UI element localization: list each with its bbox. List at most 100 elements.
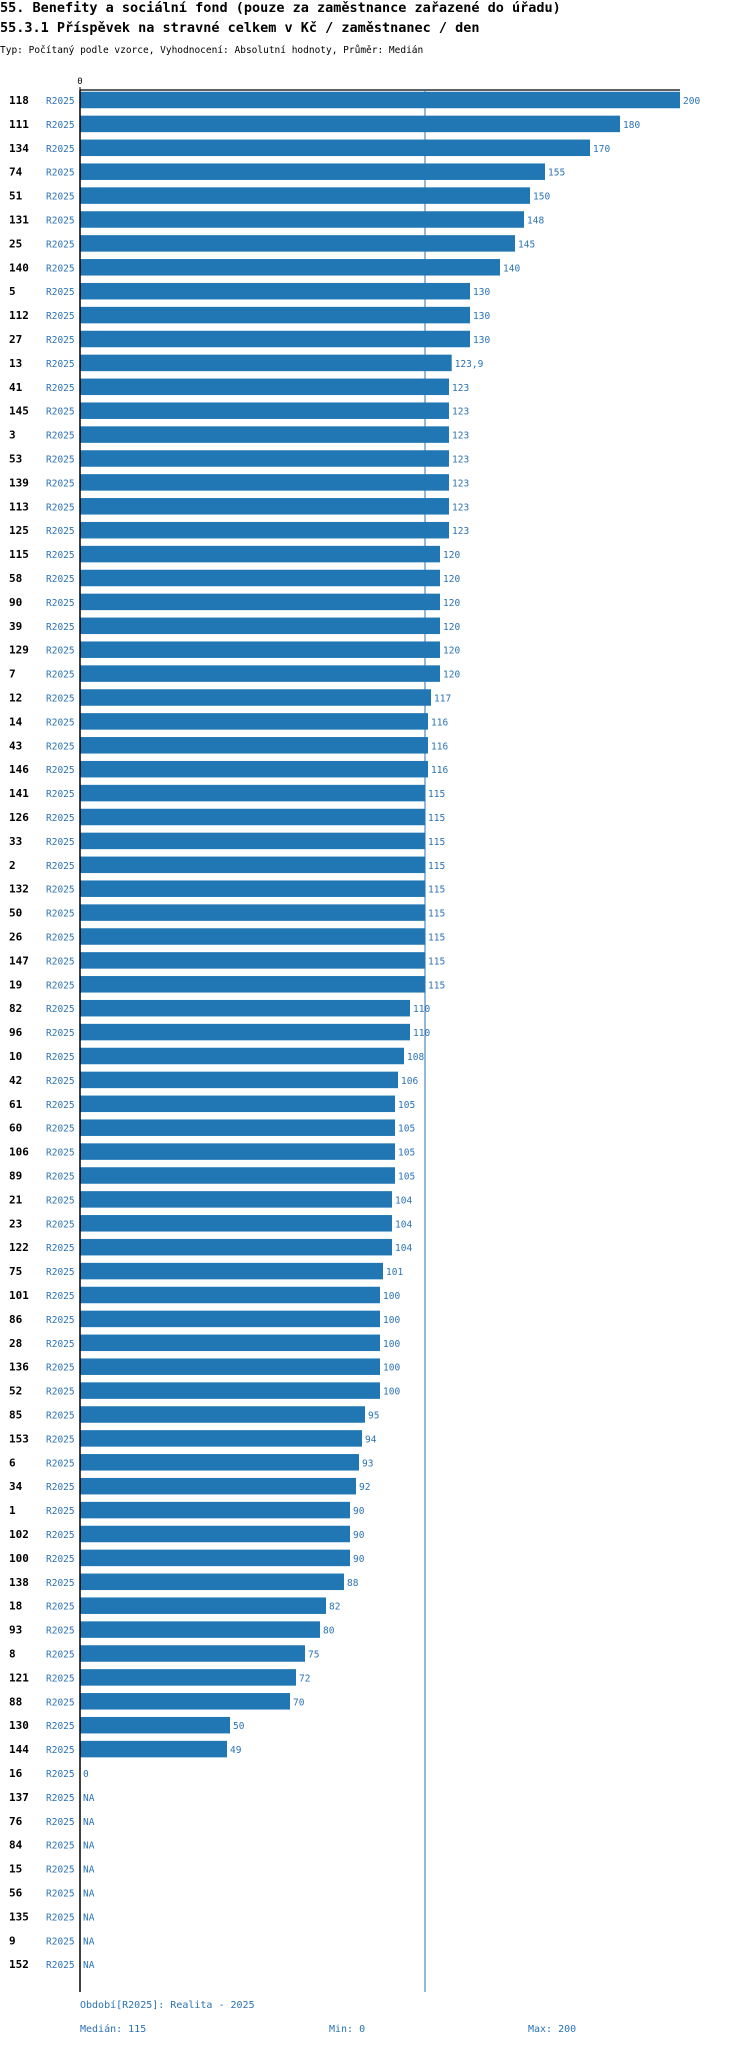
row-id-label: 34: [9, 1480, 23, 1493]
bar-value-label: 115: [428, 980, 445, 991]
bar-value-label: 82: [329, 1602, 340, 1613]
period-label: R2025: [46, 1172, 75, 1183]
row-id-label: 86: [9, 1313, 23, 1326]
row-id-label: 13: [9, 357, 22, 370]
period-label: R2025: [46, 1315, 75, 1326]
bar: [80, 856, 425, 874]
bar-value-label: 123: [452, 478, 469, 489]
bar-value-label: 100: [383, 1363, 400, 1374]
bar: [80, 1334, 380, 1352]
bar-value-label: 110: [413, 1028, 430, 1039]
bar: [80, 760, 428, 778]
row-id-label: 9: [9, 1934, 16, 1947]
period-label: R2025: [46, 359, 75, 370]
bar-value-label: 94: [365, 1434, 377, 1445]
row-id-label: 15: [9, 1863, 22, 1876]
period-label: R2025: [46, 980, 75, 991]
bar-value-label: 115: [428, 861, 445, 872]
period-label: R2025: [46, 1458, 75, 1469]
bar: [80, 402, 449, 419]
period-label: R2025: [46, 478, 75, 489]
row-id-label: 51: [9, 190, 23, 203]
bar: [80, 569, 440, 587]
row-id-label: 129: [9, 644, 29, 657]
row-id-label: 12: [9, 692, 22, 705]
bar-value-label: 88: [347, 1578, 359, 1589]
period-label: R2025: [46, 1100, 75, 1111]
period-label: R2025: [46, 1482, 75, 1493]
bar-value-label: 148: [527, 216, 544, 227]
bar-value-label: NA: [83, 1841, 95, 1852]
row-id-label: 6: [9, 1456, 16, 1469]
bar: [80, 593, 440, 611]
period-label: R2025: [46, 120, 75, 131]
period-label: R2025: [46, 861, 75, 872]
period-label: R2025: [46, 646, 75, 657]
bar-value-label: NA: [83, 1889, 95, 1900]
bar: [80, 665, 440, 682]
bar: [80, 187, 530, 204]
bar-value-label: NA: [83, 1936, 95, 1947]
period-label: R2025: [46, 1195, 75, 1206]
bar-value-label: 115: [428, 837, 445, 848]
row-id-label: 145: [9, 405, 29, 418]
period-label: R2025: [46, 1291, 75, 1302]
row-id-label: 125: [9, 524, 29, 537]
bar: [80, 306, 470, 324]
row-id-label: 19: [9, 978, 22, 991]
bar-value-label: 108: [407, 1052, 424, 1063]
row-id-label: 14: [9, 715, 23, 728]
period-label: R2025: [46, 765, 75, 776]
row-id-label: 90: [9, 596, 22, 609]
bar: [80, 999, 410, 1017]
bar-value-label: 116: [431, 741, 448, 752]
bar-value-label: NA: [83, 1865, 95, 1876]
bar-value-label: 123: [452, 407, 469, 418]
period-label: R2025: [46, 694, 75, 705]
bar-value-label: 104: [395, 1219, 412, 1230]
row-id-label: 113: [9, 500, 29, 513]
row-id-label: 93: [9, 1624, 22, 1637]
bar-value-label: 123: [452, 502, 469, 513]
bar: [80, 1238, 392, 1256]
bar-value-label: 95: [368, 1411, 379, 1422]
row-id-label: 100: [9, 1552, 29, 1565]
bar-value-label: 49: [230, 1745, 242, 1756]
bar: [80, 1740, 227, 1758]
row-id-label: 84: [9, 1839, 23, 1852]
row-id-label: 28: [9, 1337, 22, 1350]
row-id-label: 41: [9, 381, 23, 394]
period-label: R2025: [46, 933, 75, 944]
bar: [80, 354, 452, 372]
bar-value-label: NA: [83, 1960, 95, 1971]
period-label: R2025: [46, 1721, 75, 1732]
row-id-label: 140: [9, 261, 29, 274]
footer-period: Období[R2025]: Realita - 2025: [80, 2000, 255, 2011]
period-label: R2025: [46, 287, 75, 298]
bar: [80, 163, 545, 180]
period-label: R2025: [46, 1865, 75, 1876]
bar: [80, 1310, 380, 1328]
bar: [80, 1669, 296, 1686]
bar: [80, 1191, 392, 1208]
bar-value-label: 120: [443, 550, 460, 561]
period-label: R2025: [46, 598, 75, 609]
bar-value-label: 150: [533, 192, 550, 203]
bar: [80, 426, 449, 443]
period-label: R2025: [46, 1004, 75, 1015]
row-id-label: 3: [9, 429, 16, 442]
bar: [80, 1406, 365, 1423]
period-label: R2025: [46, 1745, 75, 1756]
bar: [80, 282, 470, 300]
bar: [80, 1597, 326, 1614]
bar: [80, 1047, 404, 1065]
bar-value-label: 130: [473, 311, 490, 322]
period-label: R2025: [46, 909, 75, 920]
bar: [80, 880, 425, 897]
row-id-label: 25: [9, 237, 22, 250]
bar-value-label: 92: [359, 1482, 370, 1493]
bar: [80, 498, 449, 515]
bar-value-label: 123: [452, 431, 469, 442]
bar-value-label: 80: [323, 1626, 335, 1637]
